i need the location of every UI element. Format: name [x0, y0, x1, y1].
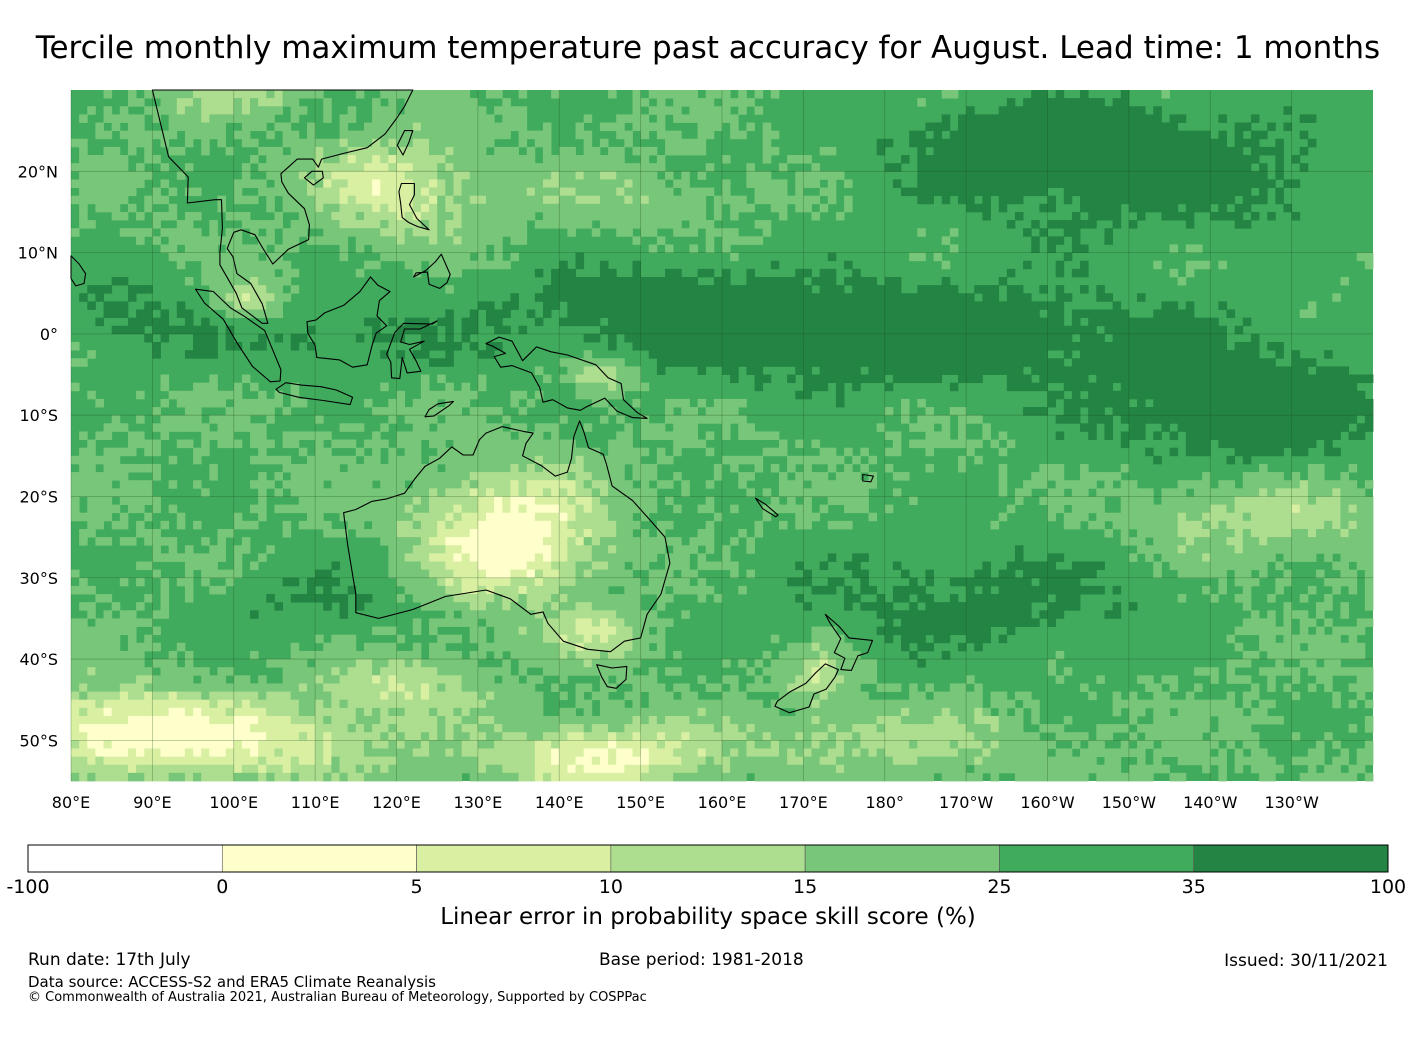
colorbar-tick-label: 5 — [411, 876, 423, 898]
coastlines — [70, 89, 874, 714]
coastline-australia — [343, 420, 671, 653]
coastline-new-zealand-north — [824, 613, 874, 671]
longitude-tick-label: 150°E — [616, 793, 665, 812]
colorbar-segment — [416, 844, 612, 873]
longitude-tick-label: 100°E — [209, 793, 258, 812]
latitude-tick-label: 10°N — [18, 244, 58, 263]
longitude-tick-label: 120°E — [372, 793, 421, 812]
colorbar-tick-label: 100 — [1370, 876, 1406, 898]
longitude-tick-label: 90°E — [133, 793, 171, 812]
coastline-taiwan — [396, 130, 414, 156]
colorbar-tick-label: 0 — [216, 876, 228, 898]
colorbar-segment — [999, 844, 1195, 873]
colorbar-title: Linear error in probability space skill … — [440, 904, 976, 930]
colorbar-tick-label: 10 — [599, 876, 623, 898]
longitude-axis: 80°E 90°E 100°E 110°E 120°E 130°E 140°E 150°E 16… — [52, 793, 1319, 812]
issued-date: Issued: 30/11/2021 — [1224, 951, 1388, 971]
longitude-tick-label: 170°W — [939, 793, 994, 812]
copyright: © Commonwealth of Australia 2021, Austra… — [28, 990, 647, 1005]
coastline-new-caledonia — [754, 497, 779, 518]
colorbar-tick-label: 15 — [793, 876, 817, 898]
latitude-tick-label: 10°S — [19, 406, 58, 425]
latitude-tick-label: 20°S — [19, 487, 58, 506]
longitude-tick-label: 160°W — [1020, 793, 1075, 812]
run-date: Run date: 17th July — [28, 950, 191, 970]
data-source: Data source: ACCESS-S2 and ERA5 Climate … — [28, 973, 436, 991]
coastline-new-guinea — [485, 336, 648, 419]
coastline-mindanao — [413, 253, 451, 289]
colorbar-segment — [221, 844, 417, 873]
colorbar-segment — [610, 844, 806, 873]
gridlines — [70, 90, 1373, 781]
coastline-luzon — [398, 182, 430, 231]
colorbar: -100 0 5 10 15 25 35 100 — [6, 844, 1406, 898]
coastline-malay-peninsula-indochina — [151, 89, 414, 324]
latitude-tick-label: 30°S — [19, 569, 58, 588]
longitude-tick-label: 140°W — [1183, 793, 1238, 812]
coastline-new-zealand-south — [774, 663, 839, 714]
longitude-tick-label: 160°E — [698, 793, 747, 812]
latitude-tick-label: 20°N — [18, 162, 58, 181]
base-period: Base period: 1981-2018 — [599, 950, 804, 970]
coastline-sri-lanka-edge — [70, 255, 87, 287]
coastline-tasmania — [596, 664, 628, 689]
longitude-tick-label: 130°E — [454, 793, 503, 812]
coastline-borneo — [306, 276, 391, 368]
latitude-axis: 20°N 10°N 0° 10°S 20°S 30°S 40°S 50°S — [18, 162, 58, 750]
coastline-java — [275, 382, 354, 406]
coastline-fiji — [862, 473, 874, 483]
longitude-tick-label: 130°W — [1264, 793, 1319, 812]
colorbar-tick-label: 25 — [987, 876, 1011, 898]
longitude-tick-label: 110°E — [291, 793, 340, 812]
longitude-tick-label: 150°W — [1102, 793, 1157, 812]
colorbar-segment — [1193, 844, 1389, 873]
colorbar-frame — [27, 844, 1389, 873]
colorbar-segment — [804, 844, 1000, 873]
skill-map — [71, 90, 1374, 782]
latitude-tick-label: 0° — [40, 325, 58, 344]
coastline-hainan — [303, 170, 324, 186]
longitude-tick-label: 80°E — [52, 793, 90, 812]
latitude-tick-label: 40°S — [19, 650, 58, 669]
coastline-timor — [424, 400, 455, 418]
longitude-tick-label: 140°E — [535, 793, 584, 812]
coastline-sulawesi — [386, 320, 438, 380]
map-title: Tercile monthly maximum temperature past… — [35, 30, 1381, 66]
coastline-sumatra — [194, 288, 282, 383]
colorbar-tick-label: -100 — [6, 876, 49, 898]
longitude-tick-label: 170°E — [779, 793, 828, 812]
latitude-tick-label: 50°S — [19, 731, 58, 750]
longitude-tick-label: 180° — [865, 793, 904, 812]
colorbar-tick-label: 35 — [1182, 876, 1206, 898]
colorbar-segment — [27, 844, 223, 873]
